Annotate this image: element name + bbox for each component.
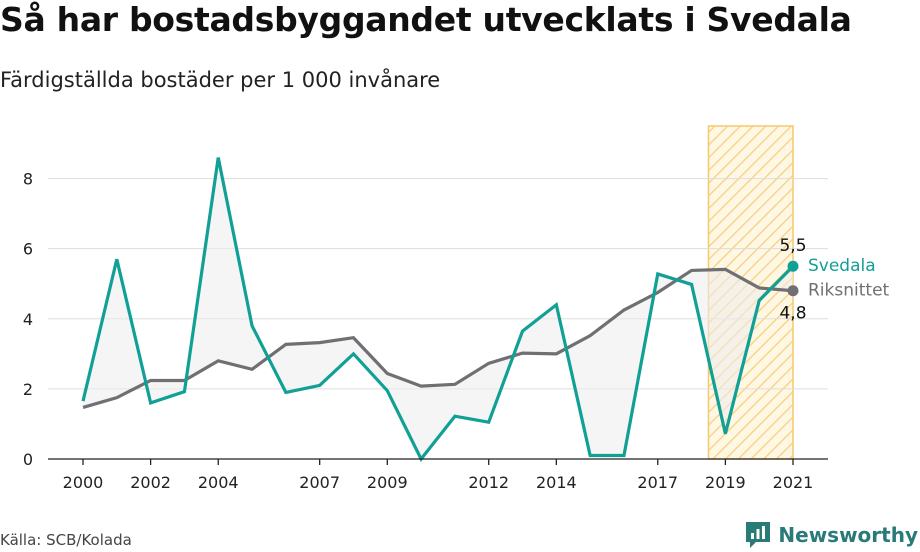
end-point-svedala xyxy=(787,260,799,272)
y-tick-label: 6 xyxy=(23,240,33,259)
line-chart: 0 2 4 6 8 2000 2002 2004 2007 2009 2012 2014 2017 201… xyxy=(23,125,890,492)
newsworthy-logo-icon xyxy=(746,522,771,548)
series-line-svedala xyxy=(81,157,795,462)
x-tick-label: 2012 xyxy=(468,473,509,492)
x-tick-label: 2000 xyxy=(63,473,104,492)
brand-name: Newsworthy xyxy=(778,523,918,547)
y-tick-label: 0 xyxy=(23,450,33,469)
chart-subtitle: Färdigställda bostäder per 1 000 invånar… xyxy=(0,68,441,92)
y-tick-label: 8 xyxy=(23,170,33,189)
end-value-label-svedala: 5,5 xyxy=(779,236,806,256)
x-tick-label: 2014 xyxy=(536,473,577,492)
x-tick-label: 2002 xyxy=(130,473,171,492)
x-tick-label: 2007 xyxy=(299,473,340,492)
difference-area xyxy=(83,157,793,459)
series-line-riksnittet xyxy=(82,267,794,410)
chart-title: Så har bostadsbyggandet utvecklats i Sve… xyxy=(0,0,852,39)
y-tick-label: 2 xyxy=(23,380,33,399)
end-point-riksnittet xyxy=(787,285,799,297)
x-tick-label: 2004 xyxy=(198,473,239,492)
end-value-label-riksnittet: 4,8 xyxy=(779,304,806,324)
series-label-svedala: Svedala xyxy=(808,256,876,276)
x-tick-label: 2017 xyxy=(637,473,678,492)
source-note: Källa: SCB/Kolada xyxy=(0,531,132,549)
x-tick-label: 2009 xyxy=(367,473,408,492)
y-tick-label: 4 xyxy=(23,310,33,329)
x-tick-label: 2021 xyxy=(773,473,814,492)
brand-logo: Newsworthy xyxy=(744,520,918,550)
x-tick-label: 2019 xyxy=(705,473,746,492)
series-label-riksnittet: Riksnittet xyxy=(808,281,890,301)
